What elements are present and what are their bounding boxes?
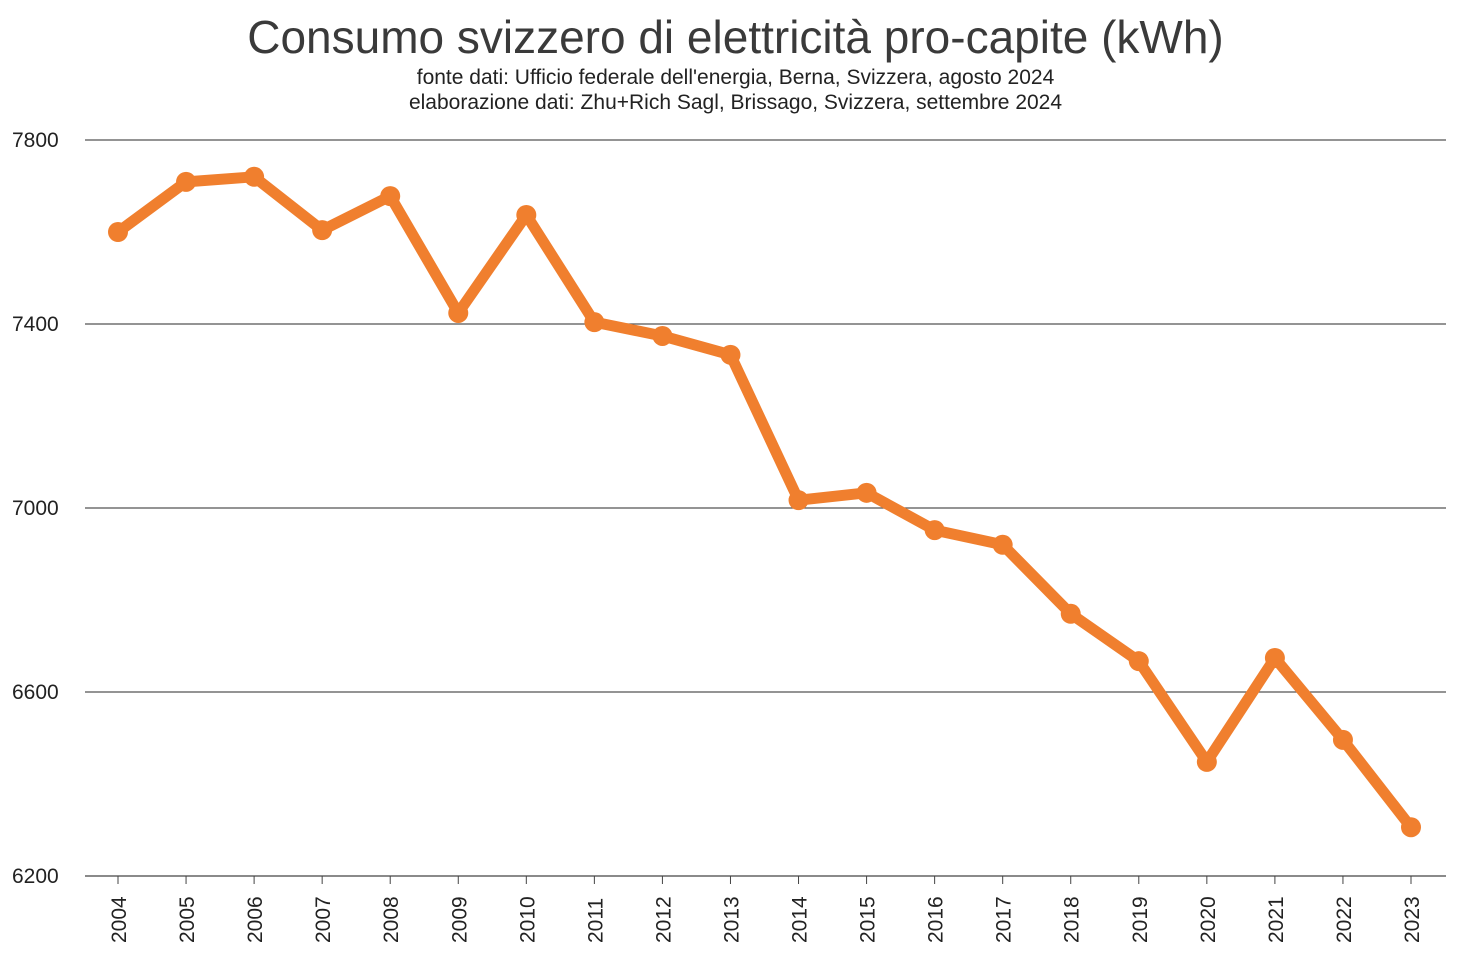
chart-title: Consumo svizzero di elettricità pro-capi… [247, 11, 1224, 63]
y-tick-label: 7800 [12, 129, 59, 152]
y-tick-label: 7400 [12, 313, 59, 336]
x-tick-label: 2013 [720, 896, 743, 943]
x-tick-label: 2012 [652, 896, 675, 943]
series-line [112, 171, 1417, 833]
data-point [1401, 817, 1421, 838]
x-tick-label: 2023 [1401, 896, 1424, 943]
x-tick-label: 2015 [857, 896, 880, 943]
x-tick-label: 2020 [1197, 896, 1220, 943]
data-point [380, 186, 401, 207]
data-point [244, 166, 265, 187]
y-tick-label: 6600 [12, 681, 59, 704]
x-tick-label: 2007 [312, 896, 335, 943]
data-point [856, 482, 877, 503]
data-point [1060, 603, 1081, 624]
data-point [720, 344, 741, 365]
x-tick-label: 2014 [789, 896, 812, 943]
x-tick-label: 2004 [108, 896, 131, 943]
x-tick-label: 2005 [176, 896, 199, 943]
data-point [1264, 647, 1285, 668]
x-tick-label: 2011 [584, 898, 607, 943]
data-point [108, 222, 128, 242]
data-point [584, 312, 605, 333]
data-point [788, 490, 809, 511]
x-tick-label: 2009 [448, 896, 471, 943]
data-point [652, 325, 673, 346]
data-point [176, 171, 197, 192]
x-tick-label: 2017 [993, 896, 1016, 943]
data-point [312, 220, 333, 241]
x-tick-label: 2021 [1265, 896, 1288, 943]
data-point [992, 534, 1013, 555]
x-tick-label: 2018 [1061, 896, 1084, 943]
x-tick-label: 2008 [380, 896, 403, 943]
data-point [1332, 729, 1353, 750]
data-point [1196, 751, 1217, 772]
x-tick-label: 2010 [516, 896, 539, 943]
chart-subtitle-elaboration: elaborazione dati: Zhu+Rich Sagl, Brissa… [408, 91, 1063, 114]
data-point [516, 204, 537, 225]
data-point [1128, 651, 1149, 672]
data-point [924, 520, 945, 541]
chart-subtitle-source: fonte dati: Ufficio federale dell'energi… [416, 66, 1055, 89]
y-tick-label: 6200 [12, 865, 59, 888]
x-tick-label: 2016 [925, 896, 948, 943]
data-point [448, 302, 469, 323]
y-tick-label: 7000 [12, 497, 59, 520]
x-tick-label: 2022 [1333, 896, 1356, 943]
x-tick-label: 2006 [244, 896, 267, 943]
x-tick-label: 2019 [1129, 896, 1152, 943]
